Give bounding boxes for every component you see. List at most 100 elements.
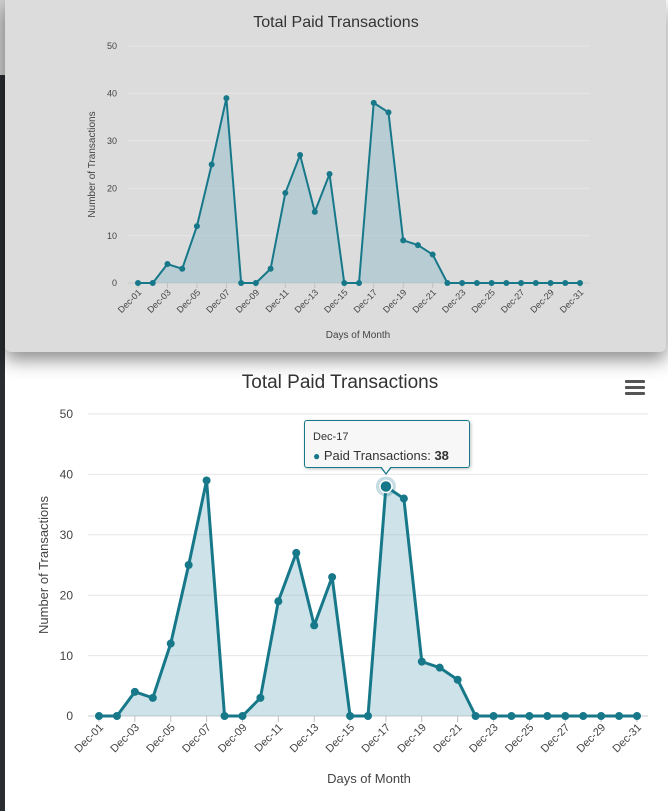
tooltip-category: Dec-17: [313, 431, 349, 443]
main-chart-title: Total Paid Transactions: [242, 372, 438, 393]
main-data-point: [364, 712, 372, 720]
preview-data-point: [385, 109, 392, 116]
chart-context-menu-button[interactable]: [624, 378, 646, 398]
preview-data-point: [341, 280, 348, 286]
main-y-axis-title: Number of Transactions: [36, 496, 51, 635]
preview-x-tick-label: Dec-03: [145, 287, 173, 315]
preview-chart-title: Total Paid Transactions: [253, 14, 418, 31]
main-x-tick-label: Dec-23: [467, 722, 501, 756]
main-data-point: [166, 639, 175, 648]
preview-series-area: [138, 98, 580, 283]
tooltip-value: 38: [434, 448, 449, 463]
main-data-point: [489, 712, 498, 720]
main-data-point: [274, 597, 283, 606]
main-x-tick-label: Dec-17: [359, 722, 393, 756]
preview-data-point: [267, 265, 274, 272]
main-x-tick-label: Dec-05: [144, 722, 178, 756]
main-data-point: [471, 712, 480, 720]
main-x-tick-label: Dec-03: [108, 722, 142, 756]
main-data-point: [148, 693, 157, 702]
main-data-point: [633, 712, 641, 720]
hamburger-menu-icon: [625, 380, 645, 383]
tooltip-series-name: Paid Transactions: [323, 448, 428, 463]
main-data-point: [95, 712, 103, 720]
preview-x-tick-label: Dec-09: [234, 287, 262, 315]
tooltip-series-line: ● Paid Transactions: 38: [313, 448, 449, 463]
background-window-edge-top: [0, 0, 5, 75]
tooltip-marker-icon: ●: [313, 449, 321, 463]
main-chart: Total Paid Transactions 0 10 20 30 40 50 Number…: [0, 355, 668, 811]
main-data-point: [399, 494, 408, 503]
preview-data-point: [252, 280, 259, 286]
main-y-tick-label: 10: [60, 649, 74, 663]
preview-data-point: [238, 280, 245, 286]
main-x-tick-label: Dec-27: [539, 722, 573, 756]
preview-x-tick-label: Dec-17: [352, 287, 380, 315]
preview-data-point: [179, 265, 186, 272]
preview-y-axis-title: Number of Transactions: [87, 111, 98, 217]
main-x-tick-label: Dec-21: [431, 722, 465, 756]
main-data-point: [202, 476, 211, 485]
preview-data-point: [149, 280, 156, 286]
preview-data-point: [326, 170, 333, 177]
preview-data-point: [429, 251, 436, 258]
main-data-point: [507, 712, 516, 720]
preview-x-tick-label: Dec-19: [381, 287, 409, 315]
preview-data-point: [459, 280, 466, 286]
preview-x-tick-label: Dec-13: [293, 287, 321, 315]
chart-preview-panel: Total Paid Transactions 0 10 20 30 40 50 Number…: [5, 0, 666, 352]
main-data-point: [435, 663, 444, 672]
preview-data-point: [164, 261, 171, 268]
tooltip-pointer-fill: [381, 466, 391, 473]
hamburger-menu-icon-bar: [625, 392, 645, 395]
main-y-tick-label: 30: [60, 528, 74, 542]
preview-x-tick-label: Dec-01: [116, 287, 144, 315]
chart-tooltip: Dec-17 ● Paid Transactions: 38: [304, 420, 470, 468]
hamburger-menu-icon-bar: [625, 386, 645, 389]
main-y-tick-label: 0: [66, 709, 73, 723]
preview-data-point: [473, 280, 480, 286]
main-x-tick-label: Dec-07: [180, 722, 214, 756]
preview-data-point: [577, 280, 583, 286]
preview-data-point: [370, 99, 377, 106]
preview-data-point: [503, 280, 510, 286]
preview-y-tick-label: 0: [112, 278, 117, 288]
preview-x-tick-label: Dec-07: [204, 287, 232, 315]
main-data-point: [561, 712, 570, 720]
preview-x-tick-label: Dec-05: [175, 287, 203, 315]
main-series-area: [99, 480, 637, 716]
main-data-point: [525, 712, 534, 720]
preview-x-tick-label: Dec-11: [264, 287, 291, 314]
preview-data-point: [562, 280, 569, 286]
preview-data-point: [488, 280, 495, 286]
main-data-point: [417, 657, 426, 666]
preview-data-point: [356, 280, 362, 286]
main-data-point-hovered: [379, 479, 393, 494]
main-data-point: [184, 561, 193, 569]
preview-data-point: [297, 152, 304, 159]
preview-y-tick-label: 10: [107, 231, 117, 241]
preview-x-tick-label: Dec-25: [469, 287, 497, 315]
main-x-tick-label: Dec-31: [611, 722, 645, 756]
main-y-tick-label: 50: [60, 407, 74, 421]
preview-x-tick-label: Dec-23: [440, 287, 468, 315]
main-x-tick-label: Dec-01: [73, 722, 107, 756]
main-x-tick-label: Dec-19: [395, 722, 429, 756]
preview-y-tick-label: 30: [107, 136, 117, 146]
main-data-point: [130, 687, 139, 696]
main-data-point: [220, 712, 229, 720]
main-x-tick-label: Dec-15: [324, 722, 358, 756]
main-x-tick-label: Dec-29: [575, 722, 609, 756]
main-x-tick-label: Dec-11: [252, 722, 285, 755]
preview-data-point: [532, 280, 539, 286]
main-chart-svg: Total Paid Transactions 0 10 20 30 40 50 Number…: [36, 372, 648, 786]
main-data-point: [328, 573, 337, 582]
main-data-point: [453, 675, 462, 684]
preview-data-point: [282, 189, 289, 196]
preview-data-point: [444, 280, 451, 286]
background-window-edge: [0, 0, 5, 811]
preview-data-point: [414, 242, 421, 249]
preview-y-tick-label: 40: [107, 89, 117, 99]
preview-data-point: [547, 280, 554, 286]
main-x-axis-title: Days of Month: [327, 771, 411, 786]
